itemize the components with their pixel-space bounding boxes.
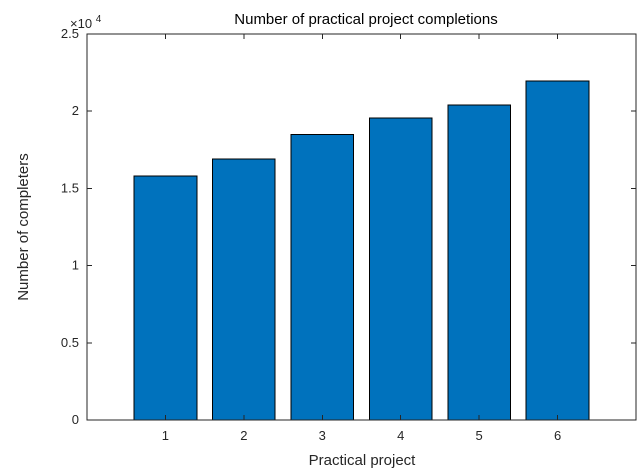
y-tick-label: 1.5 [61, 180, 79, 195]
bars-group [133, 80, 590, 421]
y-tick-label: 1 [72, 258, 79, 273]
x-tick-label: 4 [397, 428, 404, 443]
bar-6 [525, 80, 590, 421]
x-tick-label: 2 [240, 428, 247, 443]
x-axis-title: Practical project [309, 452, 417, 469]
y-tick-label: 2 [72, 103, 79, 118]
svg-text:×10 4: ×10 4 [70, 14, 102, 31]
chart-title: Number of practical project completions [234, 11, 497, 28]
y-tick-label: 0.5 [61, 335, 79, 350]
axes-group [86, 33, 637, 421]
axes-box [86, 33, 637, 421]
y-tick-label: 0 [72, 412, 79, 427]
y-tick-label: 2.5 [61, 26, 79, 41]
x-tick-label: 3 [319, 428, 326, 443]
bar-1 [133, 175, 198, 421]
y-axis-title: Number of completers [15, 153, 32, 301]
y-ticks-group: 0 0.5 1 1.5 2 2.5 [61, 26, 636, 427]
y-exponent-base: ×10 [70, 16, 92, 31]
y-axis-exponent: ×10 4 [70, 14, 102, 31]
x-tick-label: 5 [476, 428, 483, 443]
x-tick-label: 1 [162, 428, 169, 443]
y-exponent-power: 4 [96, 14, 102, 25]
bar-4 [368, 117, 433, 421]
x-tick-label: 6 [554, 428, 561, 443]
x-ticks-group: 1 2 3 4 5 6 [162, 34, 561, 443]
bar-3 [290, 133, 355, 421]
bar-5 [447, 104, 511, 421]
bar-2 [212, 158, 276, 421]
